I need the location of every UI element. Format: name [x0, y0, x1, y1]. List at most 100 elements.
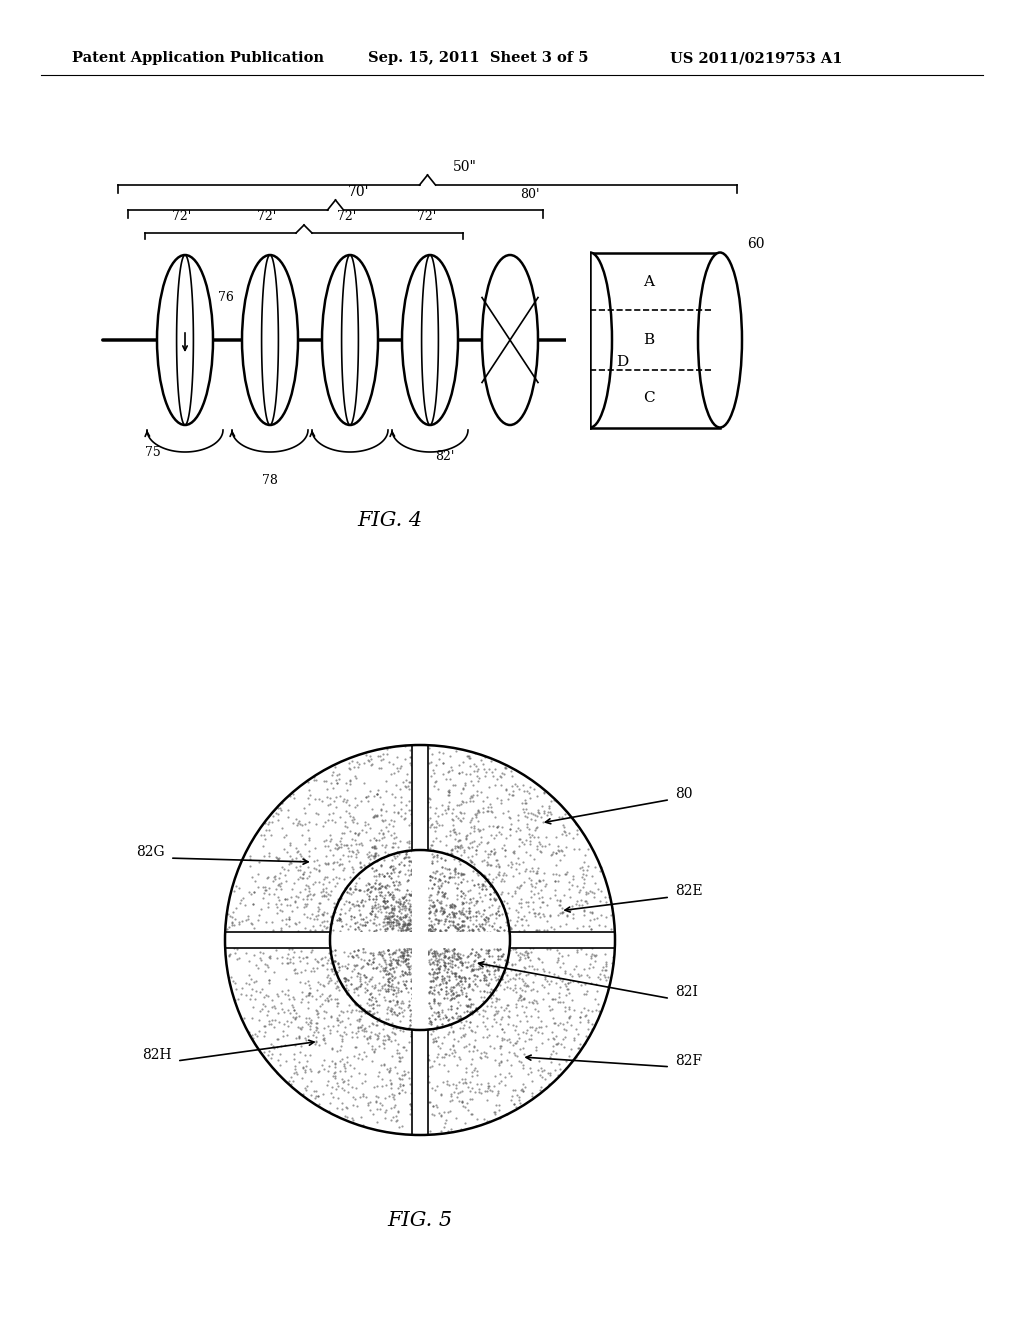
Point [388, 975, 404, 997]
Point [342, 866, 358, 887]
Point [580, 882, 596, 903]
Point [498, 828, 514, 849]
Point [392, 779, 409, 800]
Point [428, 846, 444, 867]
Point [383, 952, 399, 973]
Point [437, 939, 454, 960]
Point [351, 919, 368, 940]
Point [504, 1085, 520, 1106]
Point [388, 826, 404, 847]
Point [391, 854, 408, 875]
Point [340, 995, 356, 1016]
Point [442, 985, 459, 1006]
Point [444, 843, 461, 865]
Point [386, 960, 402, 981]
Point [380, 981, 396, 1002]
Point [342, 898, 358, 919]
Point [380, 981, 396, 1002]
Point [375, 891, 391, 912]
Point [365, 900, 381, 921]
Point [541, 962, 557, 983]
Point [329, 772, 345, 793]
Point [397, 904, 414, 925]
Point [493, 1051, 509, 1072]
Point [382, 906, 398, 927]
Point [379, 875, 395, 896]
Point [322, 788, 338, 809]
Point [360, 878, 377, 899]
Point [420, 920, 436, 941]
Point [372, 942, 388, 964]
Point [433, 921, 450, 942]
Point [554, 807, 570, 828]
Point [451, 1005, 467, 1026]
Point [536, 783, 552, 804]
Point [227, 875, 244, 896]
Point [461, 837, 477, 858]
Point [396, 808, 413, 829]
Point [392, 965, 409, 986]
Point [381, 972, 397, 993]
Point [377, 837, 393, 858]
Point [490, 1052, 507, 1073]
Point [304, 903, 321, 924]
Point [436, 944, 453, 965]
Point [281, 939, 297, 960]
Point [346, 878, 362, 899]
Point [580, 1018, 596, 1039]
Point [302, 784, 318, 805]
Point [314, 904, 331, 925]
Point [479, 940, 496, 961]
Point [338, 791, 354, 812]
Point [339, 1106, 355, 1127]
Point [433, 969, 450, 990]
Point [225, 902, 242, 923]
Point [323, 970, 339, 991]
Point [475, 903, 492, 924]
Point [382, 1069, 398, 1090]
Point [383, 855, 399, 876]
Point [588, 944, 604, 965]
Point [443, 998, 460, 1019]
Point [402, 861, 419, 882]
Point [442, 1085, 459, 1106]
Point [352, 970, 369, 991]
Point [455, 954, 471, 975]
Point [526, 876, 543, 898]
Point [371, 863, 387, 884]
Point [257, 921, 273, 942]
Point [383, 966, 399, 987]
Point [425, 964, 441, 985]
Point [362, 983, 379, 1005]
Point [465, 1059, 481, 1080]
Point [401, 771, 418, 792]
Point [264, 1044, 281, 1065]
Point [298, 946, 314, 968]
Point [528, 785, 545, 807]
Point [360, 874, 377, 895]
Point [502, 909, 518, 931]
Point [400, 859, 417, 880]
Point [331, 768, 347, 789]
Point [521, 1016, 538, 1038]
Point [323, 968, 339, 989]
Point [431, 944, 447, 965]
Point [258, 911, 274, 932]
Point [300, 1014, 316, 1035]
Point [315, 880, 332, 902]
Point [519, 942, 536, 964]
Point [578, 1005, 594, 1026]
Point [487, 987, 504, 1008]
Point [332, 830, 348, 851]
Point [519, 974, 536, 995]
Point [487, 1094, 504, 1115]
Point [387, 949, 403, 970]
Point [474, 913, 490, 935]
Point [274, 998, 291, 1019]
Point [427, 908, 443, 929]
Point [383, 912, 399, 933]
Point [357, 787, 374, 808]
Point [578, 883, 594, 904]
Point [481, 981, 498, 1002]
Point [275, 1014, 292, 1035]
